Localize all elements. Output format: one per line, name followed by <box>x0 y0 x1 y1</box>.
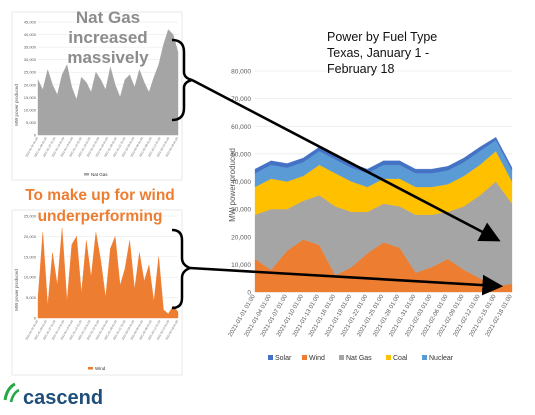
legend-label-nuclear: Nuclear <box>429 355 454 362</box>
legend-label-solar: Solar <box>275 355 292 362</box>
natgas-callout-line2: increased <box>68 28 147 47</box>
legend-swatch-coal <box>386 355 391 360</box>
wind-inset-area <box>37 228 179 319</box>
cascend-logo: cascend <box>3 382 103 409</box>
wind-inset-y-ticks: 0 5,000 10,000 15,000 20,000 25,000 <box>24 214 37 321</box>
natgas-inset-legend-label: Nat Gas <box>91 172 108 177</box>
inset-y-tick-label: 20,000 <box>24 234 37 239</box>
main-y-tick-label: 30,000 <box>231 207 251 214</box>
wind-inset-legend-swatch <box>88 367 93 370</box>
wind-inset-legend-label: Wind <box>95 366 106 371</box>
main-chart-legend: Solar Wind Nat Gas Coal Nuclear <box>268 355 454 362</box>
legend-swatch-solar <box>268 355 273 360</box>
main-y-tick-label: 60,000 <box>231 124 251 131</box>
main-chart-stacked-areas <box>254 137 513 293</box>
inset-y-tick-label: 30,000 <box>24 57 37 62</box>
inset-y-tick-label: 10,000 <box>24 275 37 280</box>
main-y-tick-label: 10,000 <box>231 262 251 269</box>
wind-inset-ylabel: MW power produced <box>14 269 19 311</box>
natgas-callout-line1: Nat Gas <box>76 8 140 27</box>
legend-label-coal: Coal <box>393 355 408 362</box>
main-chart-y-ticks: 0 10,000 20,000 30,000 40,000 50,000 60,000 70,… <box>231 69 251 297</box>
wind-callout-line2: underperforming <box>38 208 163 225</box>
natgas-callout-line3: massively <box>67 48 149 67</box>
inset-y-tick-label: 10,000 <box>24 107 37 112</box>
main-title-line1: Power by Fuel Type <box>327 30 437 44</box>
main-y-tick-label: 50,000 <box>231 151 251 158</box>
inset-y-tick-label: 5,000 <box>26 295 37 300</box>
legend-label-wind: Wind <box>309 355 325 362</box>
wind-callout-line1: To make up for wind <box>25 187 175 204</box>
wind-arrow <box>189 266 504 296</box>
inset-y-tick-label: 25,000 <box>24 70 37 75</box>
main-y-tick-label: 20,000 <box>231 234 251 241</box>
main-chart: 0 10,000 20,000 30,000 40,000 50,000 60,000 70,… <box>228 69 514 363</box>
natgas-inset-area <box>37 29 179 136</box>
main-title-line3: February 18 <box>327 62 394 76</box>
main-y-tick-label: 80,000 <box>231 69 251 76</box>
main-y-tick-label: 0 <box>247 290 251 297</box>
main-y-tick-label: 70,000 <box>231 96 251 103</box>
inset-y-tick-label: 15,000 <box>24 254 37 259</box>
main-chart-ylabel: MW power produced <box>228 148 237 222</box>
natgas-inset-ylabel: MW power produced <box>14 84 19 126</box>
inset-y-tick-label: 0 <box>34 133 37 138</box>
legend-swatch-nuclear <box>422 355 427 360</box>
legend-swatch-natgas <box>339 355 344 360</box>
natgas-inset-chart: 0 5,000 10,000 15,000 20,000 25,000 30,000 35,0… <box>11 11 183 181</box>
natgas-inset-legend-swatch <box>84 173 89 176</box>
cascend-logo-mark <box>3 382 20 403</box>
inset-y-tick-label: 15,000 <box>24 95 37 100</box>
inset-y-tick-label: 40,000 <box>24 32 37 37</box>
main-title-line2: Texas, January 1 - <box>327 46 429 60</box>
main-y-tick-label: 40,000 <box>231 179 251 186</box>
natgas-arrow <box>191 78 501 242</box>
inset-y-tick-label: 35,000 <box>24 45 37 50</box>
inset-y-tick-label: 0 <box>34 316 37 321</box>
inset-y-tick-label: 45,000 <box>24 20 37 25</box>
inset-y-tick-label: 20,000 <box>24 82 37 87</box>
natgas-inset-y-ticks: 0 5,000 10,000 15,000 20,000 25,000 30,000 35,0… <box>24 20 37 138</box>
cascend-logo-text: cascend <box>23 387 103 409</box>
inset-y-tick-label: 25,000 <box>24 214 37 219</box>
legend-swatch-wind <box>302 355 307 360</box>
inset-y-tick-label: 5,000 <box>26 120 37 125</box>
legend-label-natgas: Nat Gas <box>346 355 372 362</box>
